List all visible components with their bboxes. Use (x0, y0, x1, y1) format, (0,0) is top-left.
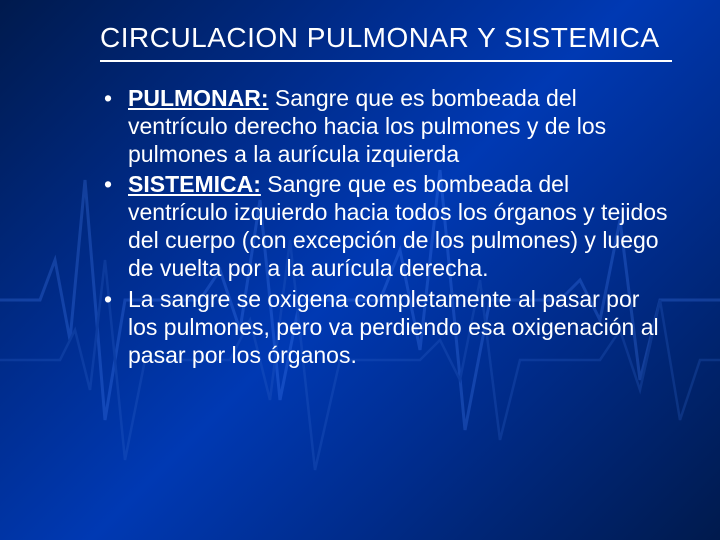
slide: CIRCULACION PULMONAR Y SISTEMICA PULMONA… (0, 0, 720, 540)
bullet-item: PULMONAR: Sangre que es bombeada del ven… (100, 84, 672, 168)
bullet-term: PULMONAR: (128, 85, 269, 111)
bullet-term: SISTEMICA: (128, 171, 261, 197)
slide-title: CIRCULACION PULMONAR Y SISTEMICA (100, 22, 672, 54)
title-underline (100, 60, 672, 62)
bullet-list: PULMONAR: Sangre que es bombeada del ven… (100, 84, 672, 368)
bullet-text: La sangre se oxigena completamente al pa… (128, 286, 659, 368)
content-area: CIRCULACION PULMONAR Y SISTEMICA PULMONA… (0, 0, 720, 391)
bullet-item: La sangre se oxigena completamente al pa… (100, 285, 672, 369)
bullet-item: SISTEMICA: Sangre que es bombeada del ve… (100, 170, 672, 282)
